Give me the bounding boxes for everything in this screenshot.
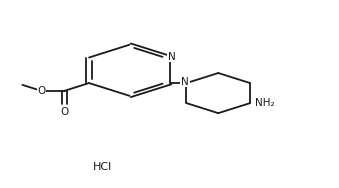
Text: O: O (60, 107, 68, 117)
Text: N: N (168, 52, 176, 62)
Text: O: O (37, 86, 45, 96)
Text: N: N (181, 77, 189, 87)
Text: HCl: HCl (93, 162, 113, 172)
Text: NH₂: NH₂ (255, 98, 275, 108)
